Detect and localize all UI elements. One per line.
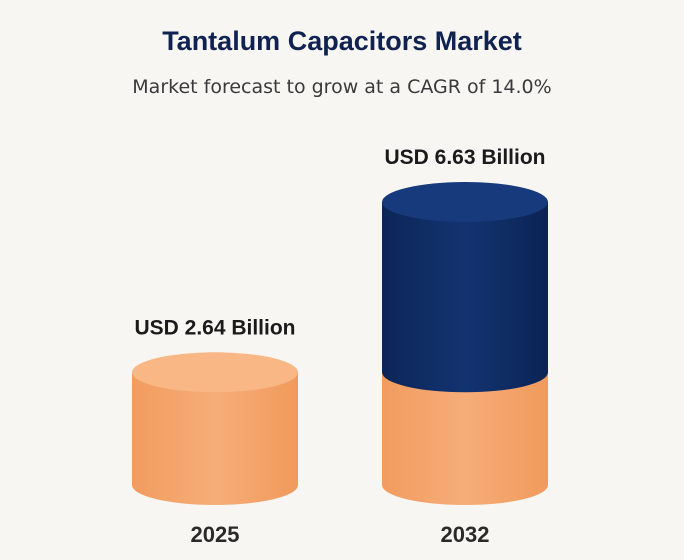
cylinder-2025: USD 2.64 Billion 2025 <box>132 316 298 547</box>
cylinder-body <box>132 372 298 505</box>
cylinder-base-segment <box>382 372 548 505</box>
category-label: 2032 <box>441 522 490 547</box>
data-label: USD 2.64 Billion <box>134 316 295 339</box>
cylinder-2032: USD 6.63 Billion 2032 <box>382 146 548 547</box>
data-label: USD 6.63 Billion <box>384 146 545 169</box>
cylinder-top <box>382 182 548 222</box>
chart-title: Tantalum Capacitors Market <box>162 26 522 56</box>
cylinders-group: USD 2.64 Billion 2025 USD 6.63 Billion 2032 <box>132 146 548 547</box>
chart-subtitle: Market forecast to grow at a CAGR of 14.… <box>132 76 552 98</box>
cylinder-top <box>132 352 298 393</box>
cylinder-growth-segment <box>382 202 548 393</box>
category-label: 2025 <box>191 522 240 547</box>
